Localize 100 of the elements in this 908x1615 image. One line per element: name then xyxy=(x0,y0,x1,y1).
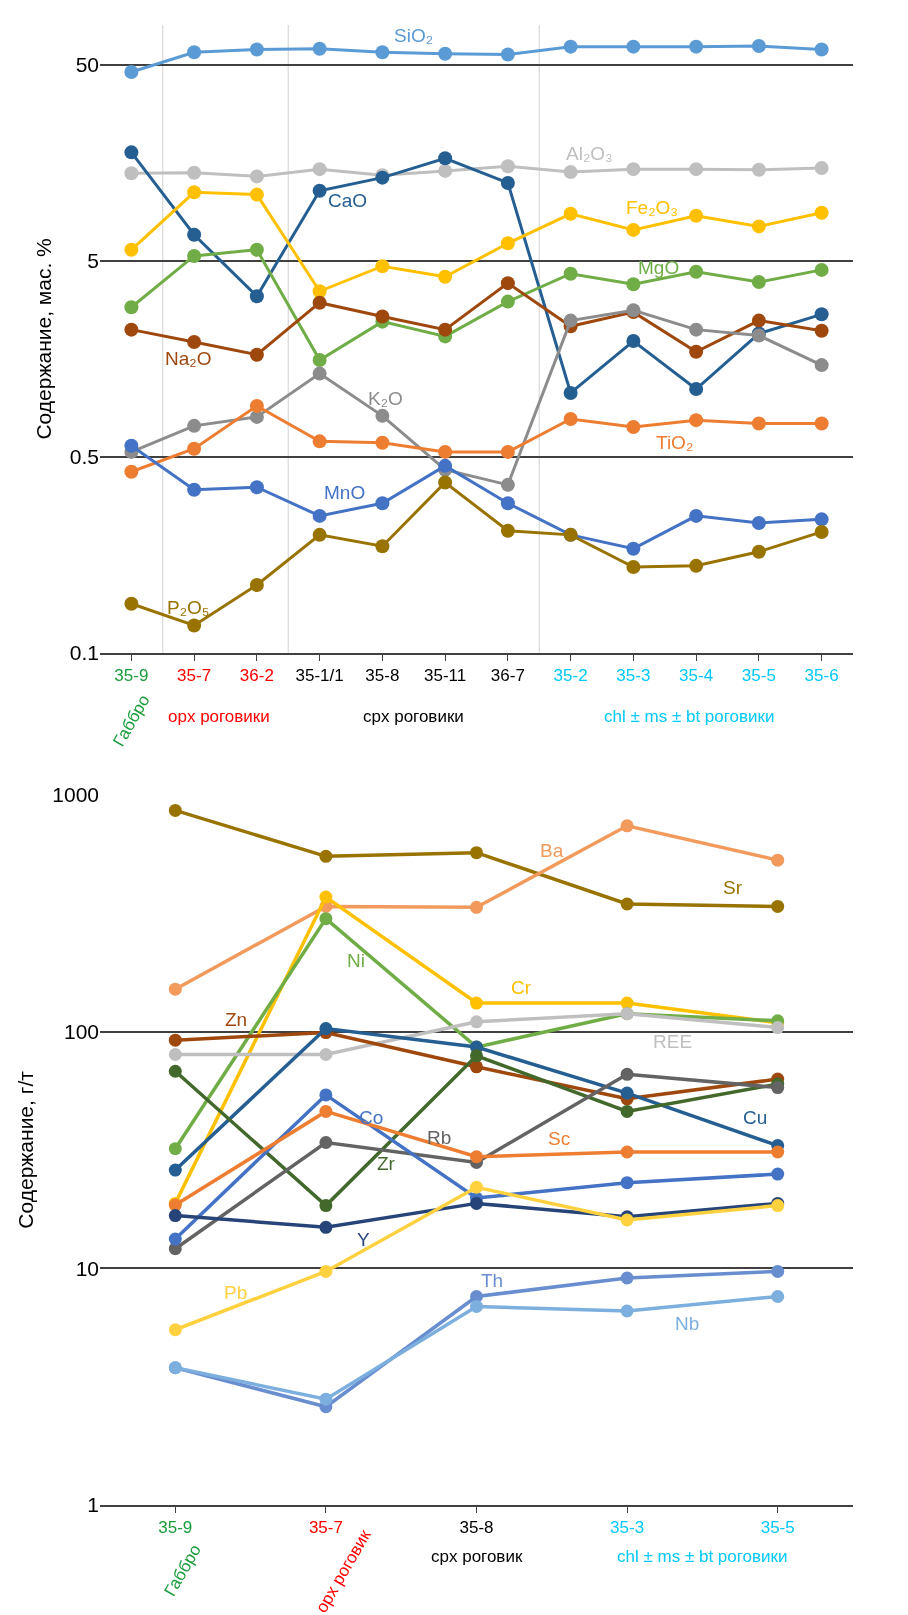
point xyxy=(249,169,264,184)
point xyxy=(689,162,704,177)
point xyxy=(689,322,704,337)
series-label: REE xyxy=(653,1031,693,1052)
point xyxy=(375,539,390,554)
series-label: Ni xyxy=(347,950,365,971)
point xyxy=(319,890,333,904)
point xyxy=(187,418,202,433)
point xyxy=(751,162,766,177)
point xyxy=(249,42,264,57)
point xyxy=(620,897,634,911)
point xyxy=(187,227,202,242)
series-label: Ba xyxy=(540,840,564,861)
point xyxy=(626,162,641,177)
point xyxy=(620,1104,634,1118)
point xyxy=(319,849,333,863)
point xyxy=(249,398,264,413)
point xyxy=(187,45,202,60)
series-label: Zn xyxy=(225,1009,248,1030)
point xyxy=(470,1196,483,1210)
point xyxy=(168,1209,182,1223)
point xyxy=(375,309,390,324)
x-tick-label: 35-3 xyxy=(616,666,651,685)
point xyxy=(814,512,829,527)
point xyxy=(470,996,483,1010)
point xyxy=(470,846,483,860)
point xyxy=(500,496,515,511)
point xyxy=(319,1264,333,1278)
x-tick-label: 35-9 xyxy=(114,666,149,685)
series-label: Y xyxy=(357,1229,370,1250)
point xyxy=(751,219,766,234)
series-label: Nb xyxy=(675,1313,700,1334)
point xyxy=(187,618,202,633)
point xyxy=(689,208,704,223)
point xyxy=(312,527,327,542)
point xyxy=(249,187,264,202)
point xyxy=(771,1145,785,1159)
point xyxy=(814,358,829,373)
x-tick-label: 35-9 xyxy=(158,1518,193,1538)
point xyxy=(375,408,390,423)
point xyxy=(438,444,453,459)
y-tick-label: 0.5 xyxy=(69,445,99,469)
point xyxy=(187,441,202,456)
point xyxy=(438,322,453,337)
point xyxy=(751,515,766,530)
point xyxy=(689,344,704,359)
point xyxy=(187,185,202,200)
x-tick-label: 35-2 xyxy=(553,666,588,685)
point xyxy=(771,853,785,867)
point xyxy=(751,38,766,53)
point xyxy=(470,1060,483,1074)
series-label: SiO₂ xyxy=(394,25,434,46)
point xyxy=(689,413,704,428)
y-axis-title: Содержание, мас. % xyxy=(31,238,55,440)
point xyxy=(375,45,390,60)
point xyxy=(168,1232,182,1246)
y-tick-label: 0.1 xyxy=(69,641,99,665)
series-label: TiO₂ xyxy=(656,432,694,453)
point xyxy=(814,262,829,277)
point xyxy=(814,416,829,431)
point xyxy=(249,480,264,495)
point xyxy=(814,42,829,57)
point xyxy=(620,1067,634,1081)
point xyxy=(689,558,704,573)
point xyxy=(124,464,139,479)
y-tick-label: 100 xyxy=(63,1019,99,1043)
series-label: MnO xyxy=(324,482,366,503)
x-tick-label: 35-5 xyxy=(741,666,776,685)
x-tick-label: 35-1/1 xyxy=(295,666,344,685)
point xyxy=(312,366,327,381)
point xyxy=(626,420,641,435)
point xyxy=(563,39,578,54)
y-tick-label: 10 xyxy=(75,1256,99,1280)
point xyxy=(168,1163,182,1177)
point xyxy=(814,323,829,338)
x-tick-label: 36-7 xyxy=(490,666,525,685)
x-tick-label: 35-6 xyxy=(804,666,839,685)
point xyxy=(168,1323,182,1337)
x-tick-label: 35-3 xyxy=(610,1518,645,1538)
y-tick-label: 1000 xyxy=(52,783,99,807)
point xyxy=(168,982,182,996)
point xyxy=(319,1135,333,1149)
point xyxy=(124,596,139,611)
point xyxy=(168,1033,182,1047)
point xyxy=(312,508,327,523)
point xyxy=(689,264,704,279)
point xyxy=(500,236,515,251)
point xyxy=(312,41,327,56)
point xyxy=(249,242,264,257)
point xyxy=(563,165,578,180)
point xyxy=(500,477,515,492)
x-tick-label: 36-2 xyxy=(239,666,274,685)
point xyxy=(689,39,704,54)
series-label: MgO xyxy=(638,257,680,278)
point xyxy=(319,1022,333,1036)
point xyxy=(438,163,453,178)
x-tick-label: 35-8 xyxy=(365,666,400,685)
series-label: Sr xyxy=(723,877,743,898)
point xyxy=(124,438,139,453)
point xyxy=(319,1104,333,1118)
